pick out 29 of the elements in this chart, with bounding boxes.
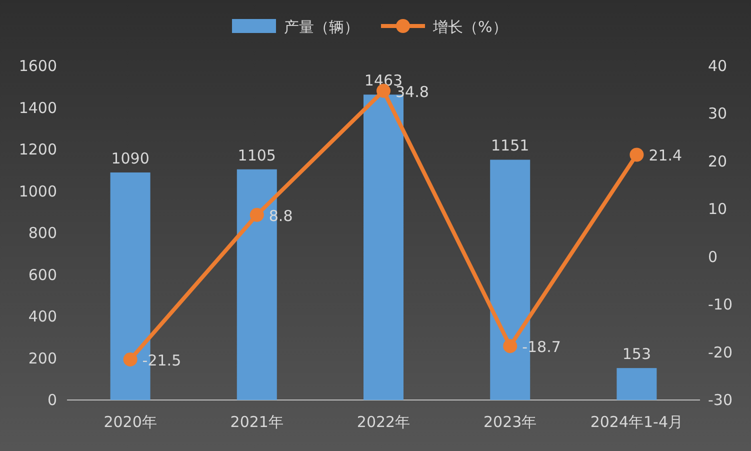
y-tick-label: 600 (28, 266, 57, 284)
data-label: 1151 (491, 136, 530, 155)
y2-tick-label: 40 (708, 57, 728, 75)
legend-label: 增长（%） (432, 18, 508, 36)
data-label: 153 (622, 345, 652, 364)
x-tick-label: 2020年 (104, 413, 157, 431)
y-tick-label: 400 (28, 308, 57, 326)
x-tick-label: 2024年1-4月 (590, 413, 684, 431)
x-tick-label: 2021年 (230, 413, 284, 431)
y-tick-label: 200 (28, 349, 57, 368)
data-label: 1090 (111, 149, 150, 168)
data-label: 21.4 (648, 146, 682, 165)
y2-tick-label: 20 (708, 152, 728, 170)
y2-tick-label: -10 (708, 296, 732, 314)
y-tick-label: 0 (47, 391, 57, 409)
legend-label: 产量（辆） (284, 18, 359, 36)
y2-tick-label: 10 (708, 200, 728, 218)
y-tick-label: 800 (28, 224, 57, 242)
y2-tick-label: -30 (708, 391, 732, 409)
y-tick-label: 1000 (18, 182, 57, 200)
data-label: 1105 (238, 146, 276, 164)
x-tick-label: 2022年 (356, 413, 410, 431)
y-tick-label: 1600 (18, 57, 57, 75)
y-tick-label: 1400 (18, 98, 57, 117)
y-tick-label: 1200 (18, 140, 57, 158)
y2-tick-label: 0 (708, 248, 718, 266)
x-tick-label: 2023年 (484, 413, 537, 431)
y2-tick-label: 30 (708, 104, 728, 123)
y2-tick-label: -20 (708, 343, 732, 362)
